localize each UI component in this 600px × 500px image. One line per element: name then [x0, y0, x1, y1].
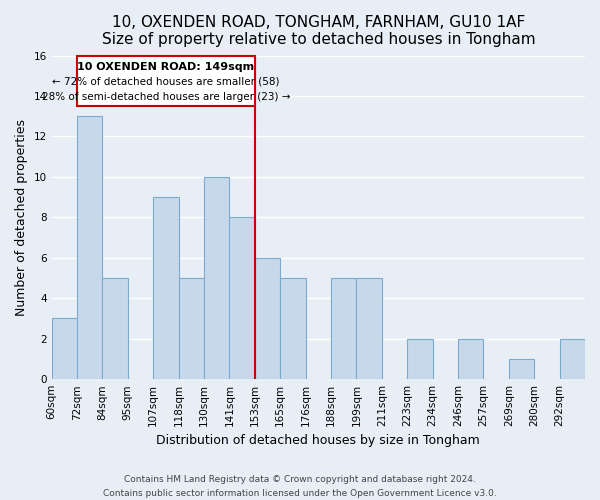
Text: ← 72% of detached houses are smaller (58): ← 72% of detached houses are smaller (58…: [52, 77, 280, 87]
Bar: [280, 278, 305, 379]
Bar: [331, 278, 356, 379]
Bar: [179, 278, 204, 379]
Text: 10 OXENDEN ROAD: 149sqm: 10 OXENDEN ROAD: 149sqm: [77, 62, 254, 72]
Bar: [356, 278, 382, 379]
Y-axis label: Number of detached properties: Number of detached properties: [15, 119, 28, 316]
Bar: [229, 218, 255, 379]
Bar: [153, 197, 179, 379]
Bar: [407, 338, 433, 379]
Bar: [103, 278, 128, 379]
Title: 10, OXENDEN ROAD, TONGHAM, FARNHAM, GU10 1AF
Size of property relative to detach: 10, OXENDEN ROAD, TONGHAM, FARNHAM, GU10…: [101, 15, 535, 48]
X-axis label: Distribution of detached houses by size in Tongham: Distribution of detached houses by size …: [157, 434, 480, 448]
Bar: [509, 359, 534, 379]
Bar: [204, 177, 229, 379]
Bar: [52, 318, 77, 379]
Bar: [77, 116, 103, 379]
Bar: [560, 338, 585, 379]
Bar: [255, 258, 280, 379]
Text: Contains HM Land Registry data © Crown copyright and database right 2024.
Contai: Contains HM Land Registry data © Crown c…: [103, 476, 497, 498]
FancyBboxPatch shape: [77, 56, 255, 106]
Text: 28% of semi-detached houses are larger (23) →: 28% of semi-detached houses are larger (…: [42, 92, 290, 102]
Bar: [458, 338, 484, 379]
